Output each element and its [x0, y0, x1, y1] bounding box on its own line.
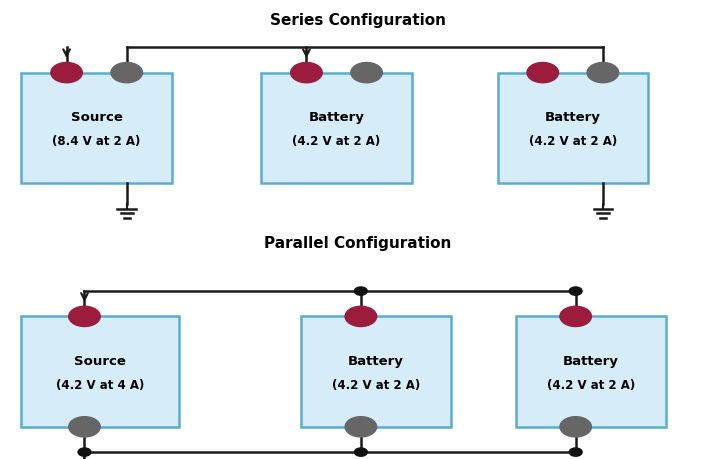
- FancyBboxPatch shape: [498, 73, 648, 184]
- Circle shape: [587, 63, 619, 84]
- FancyBboxPatch shape: [21, 73, 172, 184]
- Text: Battery: Battery: [545, 111, 601, 123]
- Text: (4.2 V at 2 A): (4.2 V at 2 A): [528, 135, 617, 148]
- Circle shape: [569, 448, 582, 456]
- Text: Battery: Battery: [563, 354, 619, 367]
- Text: (8.4 V at 2 A): (8.4 V at 2 A): [52, 135, 141, 148]
- Text: Battery: Battery: [309, 111, 364, 123]
- Text: Battery: Battery: [348, 354, 404, 367]
- Text: Source: Source: [74, 354, 126, 367]
- Circle shape: [527, 63, 558, 84]
- Circle shape: [69, 307, 100, 327]
- Circle shape: [569, 287, 582, 296]
- Circle shape: [351, 63, 382, 84]
- Circle shape: [345, 417, 377, 437]
- FancyBboxPatch shape: [301, 317, 451, 427]
- Circle shape: [78, 448, 91, 456]
- Circle shape: [111, 63, 142, 84]
- Circle shape: [345, 307, 377, 327]
- Text: (4.2 V at 2 A): (4.2 V at 2 A): [332, 378, 420, 391]
- Circle shape: [354, 448, 367, 456]
- FancyBboxPatch shape: [516, 317, 666, 427]
- Text: Parallel Configuration: Parallel Configuration: [264, 236, 452, 251]
- FancyBboxPatch shape: [21, 317, 179, 427]
- Circle shape: [51, 63, 82, 84]
- Text: (4.2 V at 2 A): (4.2 V at 2 A): [292, 135, 381, 148]
- Circle shape: [560, 307, 591, 327]
- Text: Series Configuration: Series Configuration: [270, 13, 446, 28]
- Text: (4.2 V at 2 A): (4.2 V at 2 A): [546, 378, 635, 391]
- Text: (4.2 V at 4 A): (4.2 V at 4 A): [56, 378, 145, 391]
- Circle shape: [69, 417, 100, 437]
- Circle shape: [291, 63, 322, 84]
- Text: Source: Source: [71, 111, 122, 123]
- Circle shape: [560, 417, 591, 437]
- FancyBboxPatch shape: [261, 73, 412, 184]
- Circle shape: [354, 287, 367, 296]
